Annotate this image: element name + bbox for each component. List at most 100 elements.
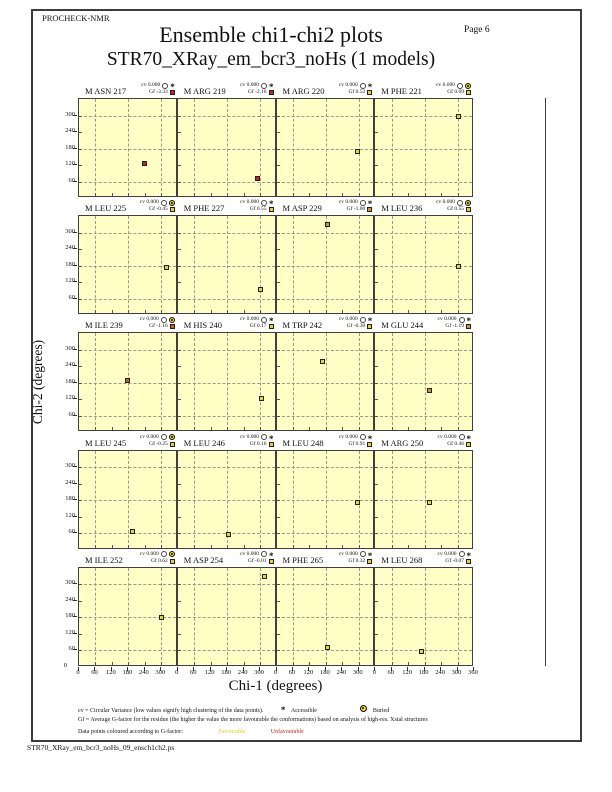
gridline-horizontal [375, 232, 472, 234]
gf-line: Gf -1.16 [140, 323, 175, 330]
gf-color-swatch [466, 90, 471, 95]
gf-value: Gf -1.00 [346, 206, 366, 213]
y-tick-label: 180 [65, 143, 75, 151]
y-tick-label: 180 [65, 377, 75, 385]
residue-label: M LEU 225 [85, 203, 127, 214]
y-tick-mark [177, 415, 181, 417]
cv-line: cv 0.000 * [438, 316, 471, 326]
legend-unfavourable-label: Unfavourable [270, 729, 304, 735]
subplot-header: M ASP 229 cv 0.000 * Gf -1.00 [276, 199, 375, 215]
gridline-vertical [325, 99, 327, 196]
gf-color-swatch [268, 558, 274, 564]
x-tick-label: 120 [106, 669, 116, 676]
y-tick-mark [276, 650, 280, 652]
y-axis-tick [73, 414, 77, 416]
y-tick-mark [375, 232, 379, 234]
y-tick-mark [177, 132, 181, 133]
y-tick-mark [177, 382, 181, 384]
legend-gf-text: Gf = Average G-factor for the residue (t… [78, 717, 428, 723]
gf-value: Gf 0.55 [447, 206, 464, 213]
data-point [354, 148, 360, 154]
y-axis-tick [73, 632, 77, 634]
model-circle-icon [160, 316, 167, 323]
x-tick-label: 60 [288, 669, 296, 676]
x-tick-mark [194, 310, 196, 314]
x-tick-label: 60 [387, 669, 394, 676]
cv-gf-block: cv 0.000 * Gf 0.91 [339, 434, 373, 448]
cv-line: cv 0.000 [140, 434, 175, 441]
y-tick-mark [375, 500, 379, 502]
cv-line: cv 0.000 * [338, 199, 372, 209]
gf-value: Gf -2.16 [247, 89, 267, 95]
x-tick-mark [457, 544, 459, 548]
data-point [142, 161, 148, 167]
gf-color-swatch [268, 207, 274, 213]
x-tick-mark [111, 427, 113, 431]
y-tick-mark [79, 467, 82, 469]
gf-value: Gf -0.07 [445, 557, 464, 564]
y-tick-mark [375, 265, 379, 267]
x-axis-tick [110, 666, 112, 671]
gridline-vertical [194, 450, 196, 548]
cv-line: cv 0.000 * [240, 434, 273, 444]
gridline-vertical [292, 99, 294, 196]
gridline-horizontal [375, 349, 472, 351]
gf-color-swatch [367, 324, 373, 330]
gf-color-swatch [466, 207, 471, 213]
buried-circle-icon [465, 199, 471, 206]
y-axis-tick [73, 131, 77, 132]
gridline-horizontal [276, 349, 374, 351]
y-tick-mark [375, 366, 379, 368]
gridline-horizontal [79, 467, 176, 469]
y-axis-tick [73, 499, 77, 501]
residue-label: M ARG 220 [282, 86, 325, 96]
gridline-vertical [457, 99, 459, 196]
x-tick-label: 180 [418, 669, 429, 676]
gridline-vertical [325, 216, 327, 314]
cv-value: cv 0.000 [139, 199, 159, 206]
cv-gf-block: cv 0.000 Gf 0.62 [140, 551, 175, 565]
gridline-vertical [260, 450, 262, 548]
gridline-horizontal [177, 617, 275, 619]
gridline-horizontal [276, 232, 374, 234]
cv-value: cv 0.000 [436, 199, 455, 206]
x-tick-mark [309, 661, 311, 665]
gridline-horizontal [79, 115, 176, 117]
model-circle-icon [458, 434, 465, 441]
gridline-vertical [457, 450, 459, 548]
y-tick-mark [79, 500, 82, 502]
y-tick-mark [177, 483, 181, 485]
y-tick-mark [375, 617, 379, 619]
y-axis-tick [73, 164, 77, 165]
x-tick-mark [260, 661, 262, 665]
y-tick-mark [276, 500, 280, 502]
legend-line-2: Gf = Average G-factor for the residue (t… [78, 717, 548, 723]
cv-gf-block: cv 0.000 * Gf 0.46 [438, 434, 471, 448]
y-tick-mark [79, 533, 82, 535]
buried-circle-icon [168, 316, 175, 323]
cv-line: cv 0.000 * [438, 434, 471, 444]
residue-label: M GLU 244 [381, 320, 424, 331]
gf-value: Gf 0.52 [348, 89, 366, 95]
gridline-vertical [95, 99, 97, 196]
cv-value: cv 0.000 [338, 199, 358, 206]
gridline-vertical [424, 99, 426, 196]
gridline-vertical [292, 333, 294, 431]
chi-plot [78, 566, 177, 666]
gf-color-swatch [268, 324, 274, 330]
gridline-horizontal [177, 148, 275, 150]
cv-value: cv 0.000 [437, 550, 457, 557]
y-axis-tick [73, 398, 77, 400]
gridline-horizontal [79, 349, 176, 351]
cv-line: cv 0.000 * [339, 316, 372, 326]
x-tick-mark [243, 661, 245, 665]
data-point [426, 388, 432, 394]
y-tick-mark [177, 633, 181, 635]
subplot-header: M PHE 227 cv 0.000 * Gf 0.55 [177, 199, 276, 215]
gridline-horizontal [79, 533, 176, 535]
x-axis-tick [143, 666, 145, 671]
subplot-header: M HIS 240 cv 0.000 * Gf 0.17 [177, 316, 276, 332]
y-tick-mark [177, 349, 181, 351]
gridline-horizontal [276, 181, 374, 183]
